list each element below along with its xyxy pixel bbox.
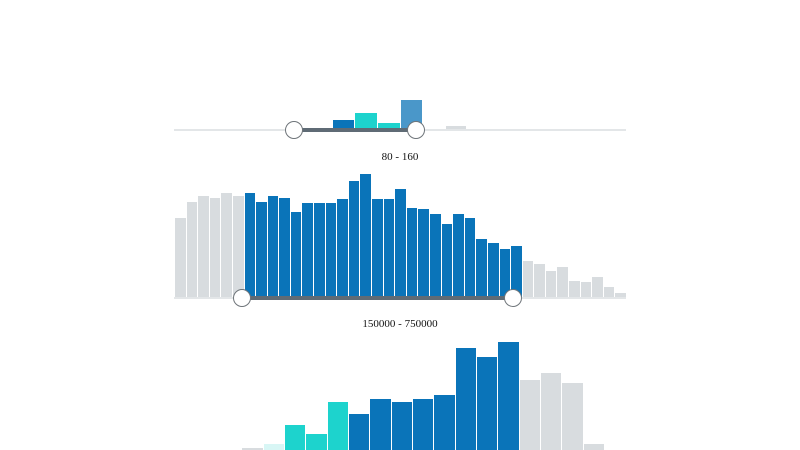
histogram-bar bbox=[440, 224, 453, 298]
slider-handle-max-2[interactable] bbox=[504, 289, 522, 307]
histogram-bar bbox=[582, 443, 604, 450]
histogram-bar bbox=[412, 399, 434, 450]
range-slider-1 bbox=[0, 94, 800, 142]
histogram-bar bbox=[185, 201, 198, 298]
range-slider-2 bbox=[0, 170, 800, 312]
histogram-bar bbox=[371, 199, 383, 298]
histogram-bar bbox=[354, 112, 377, 130]
histogram-bar bbox=[476, 357, 498, 450]
histogram-bar bbox=[284, 425, 306, 450]
histogram-bar bbox=[602, 286, 615, 298]
slider-handle-max-1[interactable] bbox=[406, 121, 425, 139]
histogram-bar bbox=[243, 193, 256, 298]
selected-range-track-2[interactable] bbox=[241, 296, 513, 300]
range-label-2: 150000 - 750000 bbox=[362, 318, 438, 330]
histogram-bar bbox=[313, 203, 325, 298]
slider-handle-min-1[interactable] bbox=[284, 121, 303, 139]
histogram-bar bbox=[255, 201, 267, 298]
histogram-2 bbox=[0, 170, 800, 298]
range-slider-3 bbox=[0, 340, 800, 450]
histogram-bar bbox=[197, 195, 209, 298]
histogram-bar bbox=[521, 260, 534, 298]
histogram-bar bbox=[231, 195, 244, 298]
histogram-bar bbox=[174, 218, 186, 298]
histogram-bar bbox=[591, 276, 603, 298]
histogram-3 bbox=[0, 340, 800, 450]
histogram-bar bbox=[579, 281, 592, 298]
histogram-bar bbox=[533, 264, 545, 298]
histogram-bar bbox=[475, 239, 487, 298]
histogram-bar bbox=[454, 348, 476, 450]
histogram-1 bbox=[0, 94, 800, 130]
selected-range-track-1[interactable] bbox=[293, 128, 416, 132]
histogram-bar bbox=[332, 119, 354, 130]
histogram-bar bbox=[336, 199, 348, 298]
histogram-bar bbox=[614, 293, 626, 298]
histogram-bar bbox=[348, 414, 370, 450]
histogram-bar bbox=[347, 180, 360, 298]
range-label-1: 80 - 160 bbox=[381, 151, 419, 163]
histogram-bar bbox=[452, 214, 464, 298]
histogram-bar bbox=[305, 433, 327, 450]
histogram-bar bbox=[241, 447, 263, 450]
histogram-bar bbox=[417, 209, 429, 298]
histogram-bar bbox=[377, 123, 400, 130]
slider-handle-min-2[interactable] bbox=[232, 289, 251, 307]
histogram-bar bbox=[301, 203, 314, 298]
histogram-bar bbox=[324, 203, 337, 298]
histogram-bar bbox=[568, 280, 580, 298]
histogram-bar bbox=[428, 214, 441, 298]
histogram-bar bbox=[326, 402, 348, 450]
histogram-bar bbox=[289, 211, 302, 298]
histogram-bar bbox=[510, 245, 522, 298]
histogram-bar bbox=[544, 270, 557, 298]
histogram-bar bbox=[540, 373, 562, 450]
histogram-bar bbox=[266, 195, 279, 298]
histogram-bar bbox=[394, 189, 406, 298]
histogram-bar bbox=[498, 249, 511, 298]
histogram-bar bbox=[445, 126, 466, 130]
histogram-bar bbox=[390, 402, 412, 450]
histogram-bar bbox=[278, 198, 290, 298]
histogram-bar bbox=[208, 198, 221, 298]
histogram-bar bbox=[433, 394, 455, 450]
histogram-bar bbox=[220, 193, 232, 298]
histogram-bar bbox=[262, 443, 284, 450]
histogram-bar bbox=[561, 383, 583, 450]
histogram-bar bbox=[359, 174, 371, 298]
histogram-bar bbox=[382, 199, 395, 298]
histogram-bar bbox=[463, 218, 476, 298]
histogram-bar bbox=[497, 342, 519, 450]
histogram-bar bbox=[518, 379, 540, 450]
histogram-bar bbox=[486, 243, 499, 298]
histogram-bar bbox=[369, 399, 391, 450]
histogram-bar bbox=[405, 208, 418, 298]
histogram-bar bbox=[556, 266, 569, 298]
